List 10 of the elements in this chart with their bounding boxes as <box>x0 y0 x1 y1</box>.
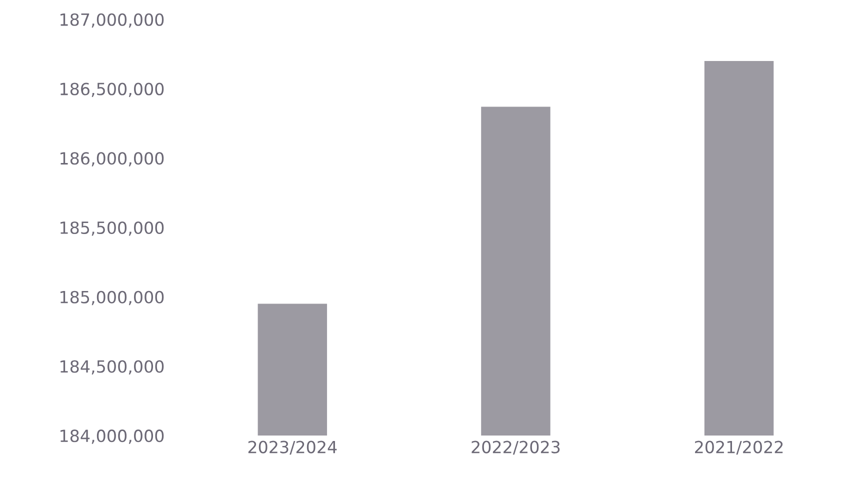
y-tick-label: 184,000,000 <box>60 430 164 444</box>
y-tick-label: 184,500,000 <box>60 360 164 374</box>
y-tick-label: 187,000,000 <box>60 13 164 28</box>
x-tick-label: 2021/2022 <box>695 440 783 455</box>
x-tick-label: 2023/2024 <box>248 440 337 455</box>
y-tick-label: 186,500,000 <box>60 82 164 98</box>
y-tick-label: 185,000,000 <box>60 290 164 306</box>
x-tick-label: 2022/2023 <box>472 440 560 455</box>
y-tick-label: 186,000,000 <box>60 152 164 166</box>
y-tick-label: 185,500,000 <box>60 221 164 236</box>
